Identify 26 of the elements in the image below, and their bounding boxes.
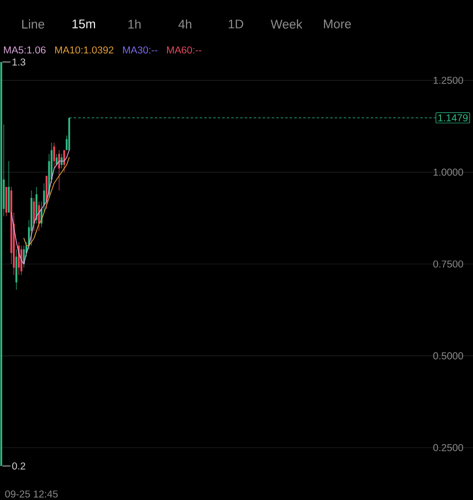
y-tick-label: 0.5000 bbox=[433, 352, 464, 360]
text: Week bbox=[270, 19, 302, 29]
y-tick-label: 1.0000 bbox=[434, 168, 464, 176]
text: 4h bbox=[178, 19, 192, 29]
text: More bbox=[324, 20, 351, 28]
text: MA5:1.06 bbox=[4, 46, 46, 54]
y-tick-label: 0.2500 bbox=[433, 444, 464, 452]
ref-line-label: 1.1479 bbox=[438, 114, 468, 122]
text: 1h bbox=[128, 19, 141, 29]
y-tick-label: 0.7500 bbox=[433, 260, 464, 268]
legend-label: MA30:-- bbox=[123, 46, 158, 54]
text: Line bbox=[22, 19, 44, 29]
y-tick-label: 1.2500 bbox=[434, 76, 464, 84]
candlestick bbox=[58, 150, 60, 191]
text: MA10:1.0392 bbox=[55, 46, 114, 54]
text: 15m bbox=[72, 20, 96, 28]
x-tick-label: 09-25 12:45 bbox=[5, 490, 58, 498]
candlestick bbox=[33, 198, 35, 232]
text: 1D bbox=[228, 20, 244, 28]
candlestick bbox=[53, 142, 55, 169]
annotation: 1.3 bbox=[12, 58, 26, 66]
candlestick bbox=[20, 245, 22, 276]
legend-label: MA60:-- bbox=[167, 46, 202, 54]
candlestick bbox=[60, 154, 63, 169]
candlestick bbox=[38, 201, 40, 232]
annotation: 0.2 bbox=[12, 462, 26, 470]
